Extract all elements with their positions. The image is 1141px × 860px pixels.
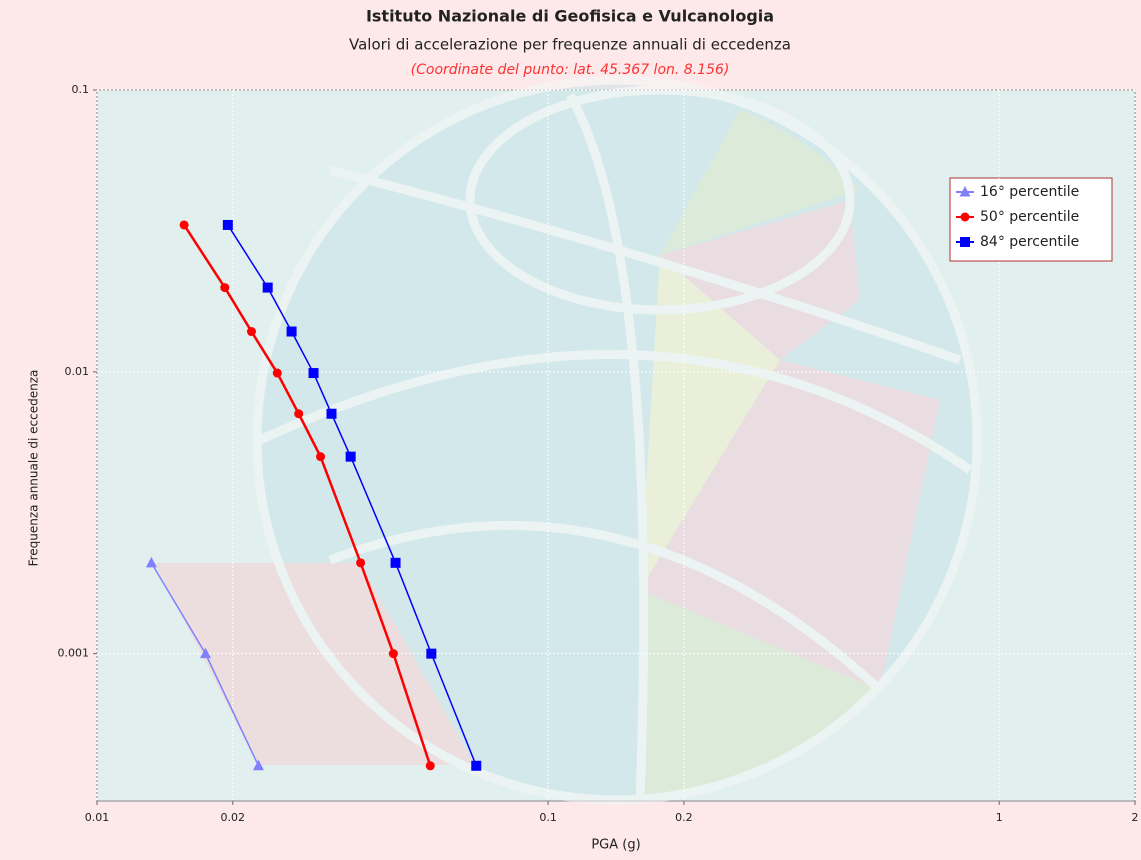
legend-marker xyxy=(960,237,970,247)
y-tick-label: 0.001 xyxy=(58,647,90,660)
legend: 16° percentile 50° percentile 84° percenti… xyxy=(949,177,1113,262)
marker xyxy=(262,282,273,293)
x-tick-label: 2 xyxy=(1132,811,1139,824)
x-tick-label: 0.1 xyxy=(539,811,557,824)
marker xyxy=(326,408,337,419)
marker xyxy=(286,326,297,337)
marker xyxy=(294,409,304,419)
marker xyxy=(426,648,437,659)
marker xyxy=(200,647,212,659)
legend-marker xyxy=(960,212,970,222)
chart-subtitle: Valori di accelerazione per frequenze an… xyxy=(349,36,791,54)
marker xyxy=(246,327,256,337)
x-tick-label: 0.2 xyxy=(675,811,693,824)
marker xyxy=(471,760,482,771)
marker xyxy=(272,368,282,378)
chart-title: Istituto Nazionale di Geofisica e Vulcan… xyxy=(366,7,774,26)
marker xyxy=(179,220,189,230)
marker xyxy=(308,368,319,379)
marker xyxy=(316,452,326,462)
legend-label: 50° percentile xyxy=(980,209,1079,225)
x-tick-label: 0.01 xyxy=(85,811,110,824)
legend-marker xyxy=(959,186,971,197)
marker xyxy=(220,283,230,293)
marker xyxy=(222,219,233,230)
marker xyxy=(425,761,435,771)
legend-label: 16° percentile xyxy=(980,184,1079,200)
x-tick-label: 1 xyxy=(996,811,1003,824)
y-tick-label: 0.01 xyxy=(65,365,90,378)
marker xyxy=(345,451,356,462)
marker xyxy=(145,556,157,568)
marker xyxy=(388,649,398,659)
marker xyxy=(252,759,264,771)
background-globe xyxy=(155,75,982,805)
x-tick-label: 0.02 xyxy=(221,811,246,824)
marker xyxy=(356,558,366,568)
legend-label: 84° percentile xyxy=(980,234,1079,250)
annotation: (Coordinate del punto: lat. 45.367 lon. … xyxy=(411,62,730,78)
y-tick-label: 0.1 xyxy=(72,83,90,96)
y-axis-label: Frequenza annuale di eccedenza xyxy=(27,370,41,567)
marker xyxy=(390,557,401,568)
legend-box xyxy=(949,177,1113,262)
x-axis-label: PGA (g) xyxy=(591,838,640,853)
